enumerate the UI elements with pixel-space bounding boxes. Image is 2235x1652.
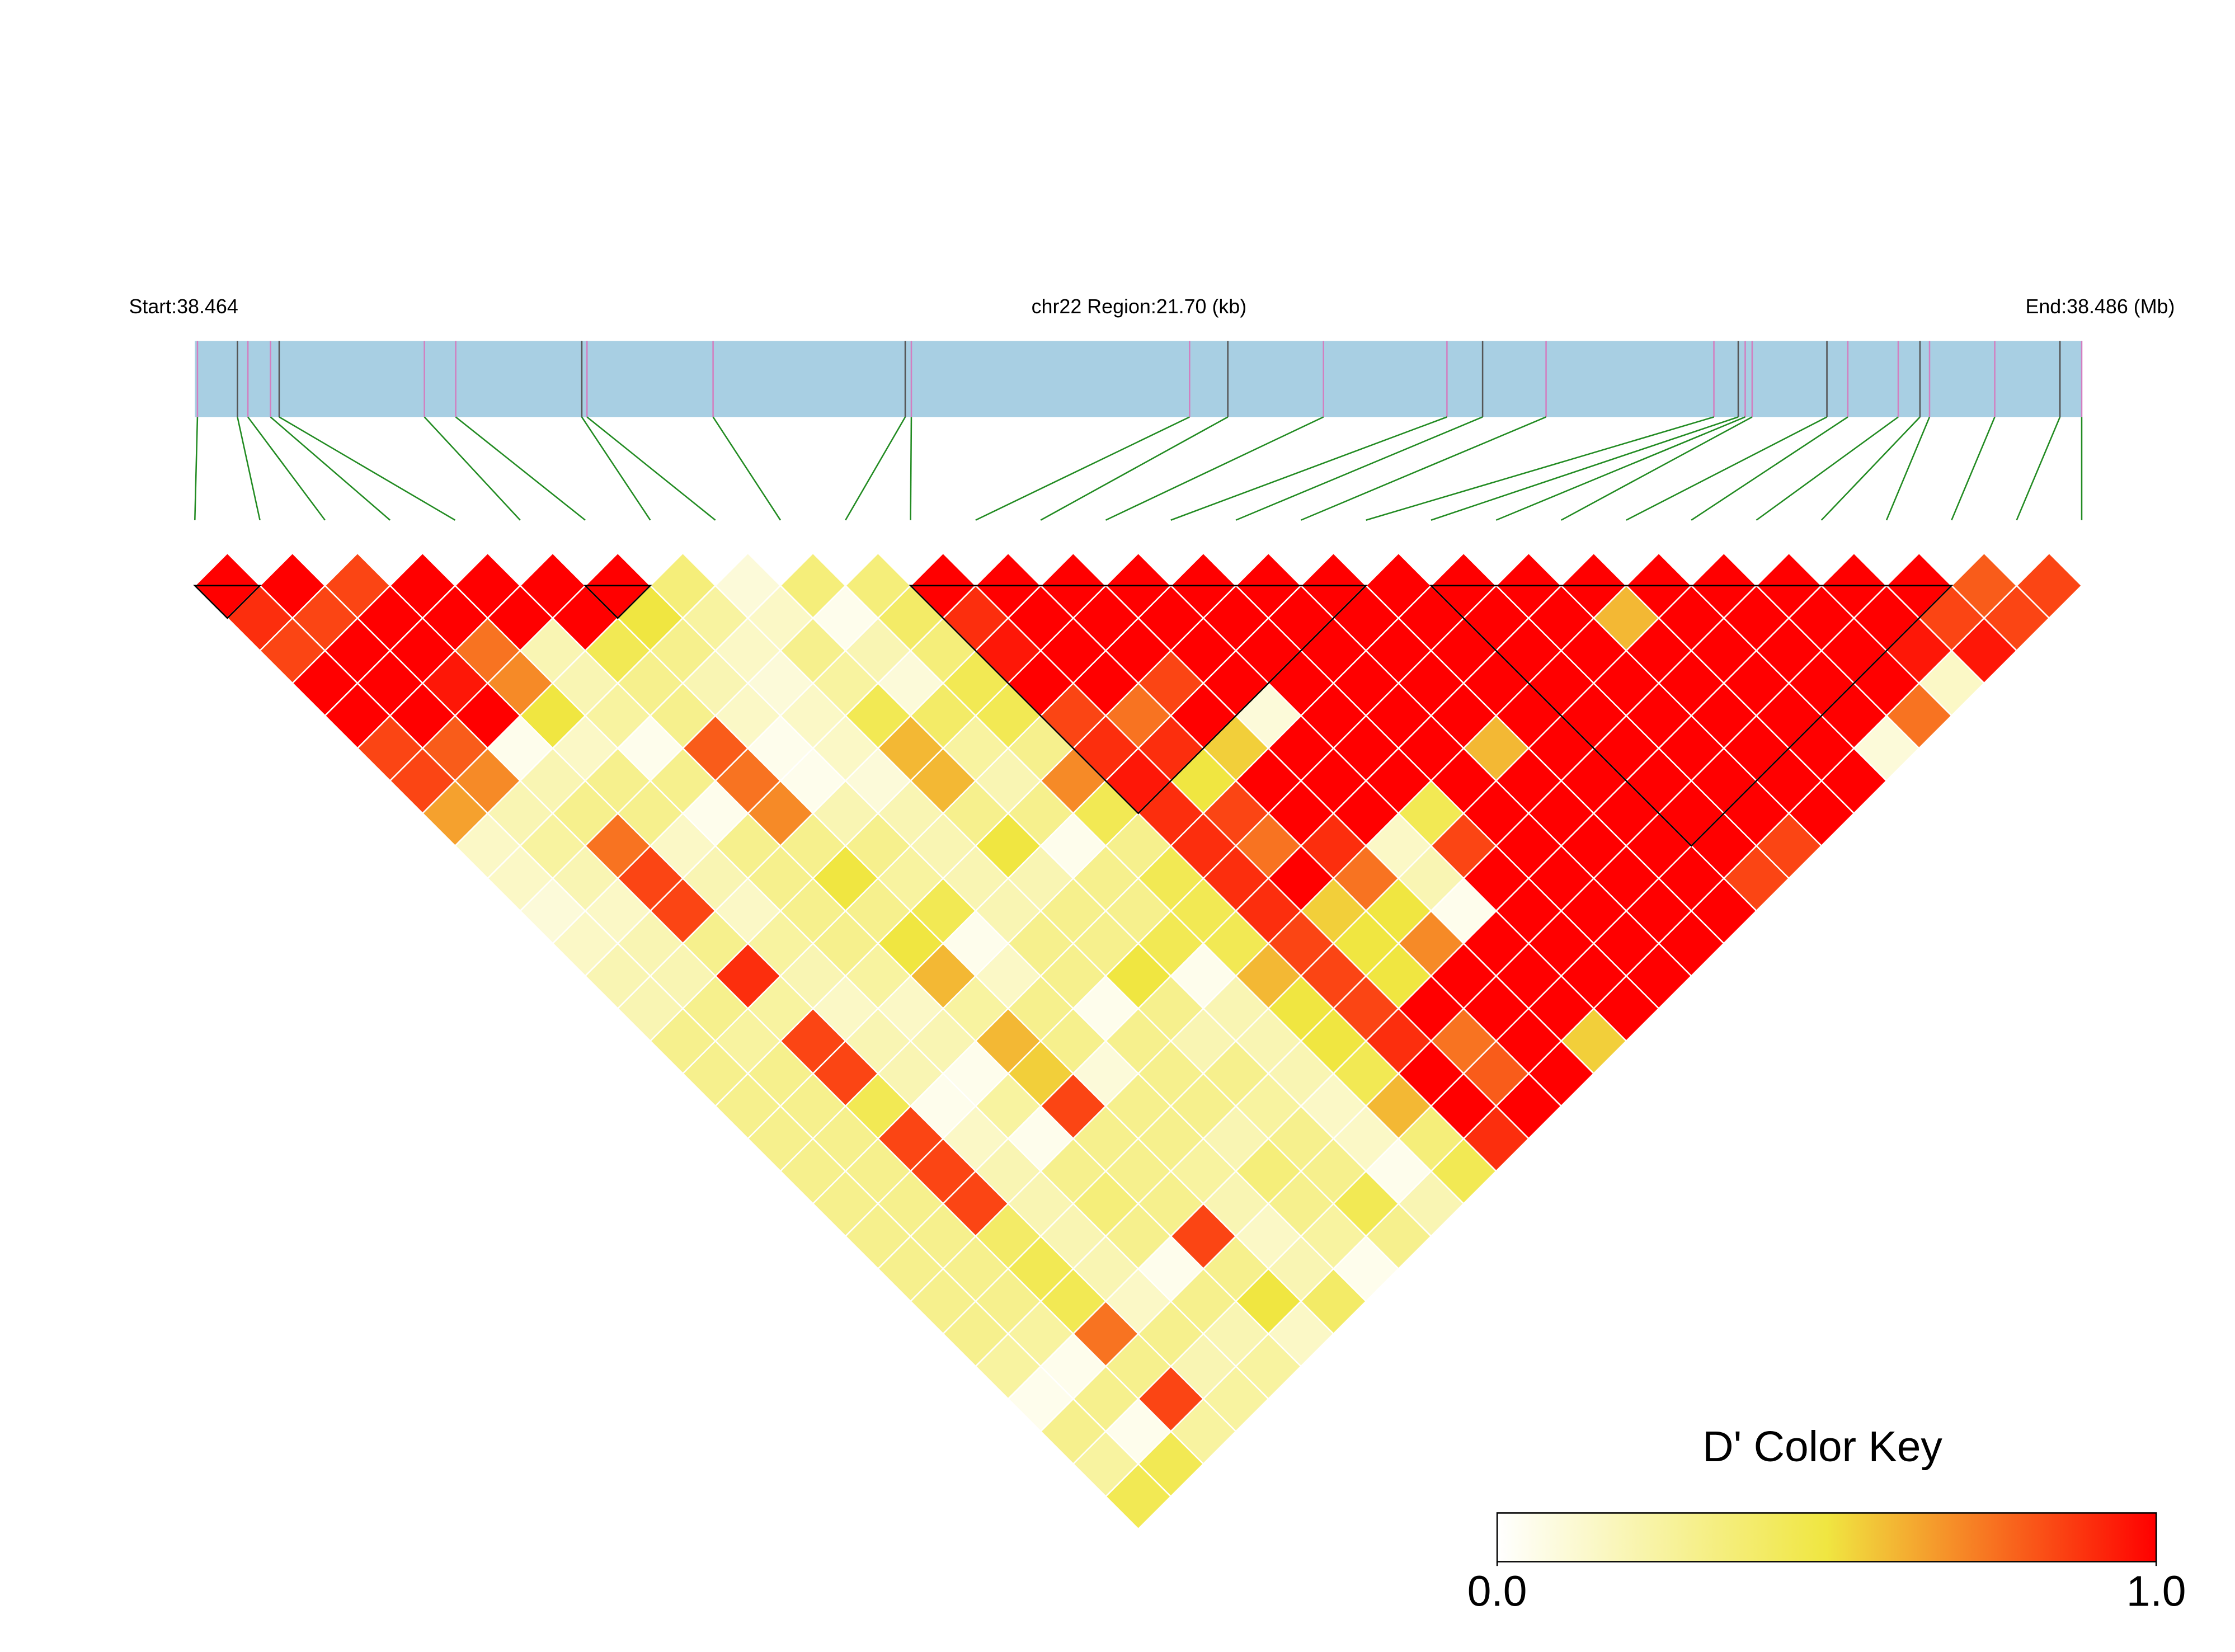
snp-connector — [1170, 416, 1447, 521]
snp-connector — [455, 416, 586, 521]
region-label: chr22 Region:21.70 (kb) — [1032, 295, 1247, 318]
snp-connector — [1626, 416, 1828, 521]
ld-block — [193, 585, 262, 619]
snp-connector — [424, 416, 521, 521]
snp-connector — [1366, 416, 1714, 521]
snp-connector — [1040, 416, 1229, 521]
snp-connector — [586, 416, 716, 521]
snp-connector — [1820, 416, 1921, 521]
color-key-label: 1.0 — [2126, 1568, 2186, 1616]
snp-connector — [581, 416, 651, 521]
snp-connector — [1691, 416, 1848, 521]
snp-connector — [194, 417, 199, 520]
region-bar — [195, 341, 2082, 417]
snp-connector — [1495, 416, 1745, 521]
snp-connector — [712, 416, 782, 521]
snp-connector — [1885, 416, 1931, 521]
legend-title: D' Color Key — [1702, 1423, 1942, 1471]
ld-block — [583, 585, 652, 619]
ld-block — [1429, 585, 1954, 847]
end-label: End:38.486 (Mb) — [2025, 295, 2175, 318]
snp-connector — [1951, 416, 1996, 521]
color-key — [1496, 1512, 2157, 1562]
snp-connector — [247, 416, 326, 521]
snp-connector — [2016, 416, 2061, 521]
ld-cell — [1104, 1463, 1172, 1530]
ld-block — [909, 585, 1368, 815]
snp-connector — [270, 416, 391, 521]
snp-connector — [237, 417, 261, 521]
color-key-label: 0.0 — [1467, 1568, 1527, 1616]
start-label: Start:38.464 — [129, 295, 238, 318]
snp-connector — [1560, 416, 1753, 521]
snp-connector — [975, 416, 1190, 521]
snp-connector — [1431, 416, 1739, 521]
snp-connector — [1300, 416, 1547, 521]
snp-connector — [1105, 416, 1324, 521]
snp-connector — [1235, 416, 1483, 521]
snp-connector — [279, 416, 456, 521]
snp-connector — [1756, 416, 1899, 521]
snp-connector — [845, 416, 906, 521]
